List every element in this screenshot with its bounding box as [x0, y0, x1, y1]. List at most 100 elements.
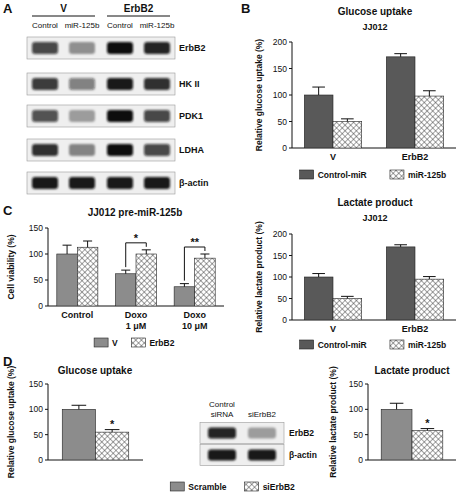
bar-chart: Lactate productRelative lactate product …	[170, 365, 456, 492]
y-tick-label: 0	[38, 301, 43, 311]
bar-chart: Glucose uptake Relative glucose uptake (%…	[6, 365, 143, 478]
y-label: Relative glucose uptake (%)	[254, 39, 264, 152]
y-tick	[365, 460, 368, 461]
row-label: PDK1	[179, 111, 203, 121]
subtitle: JJ012	[362, 213, 387, 223]
category-label: Control	[61, 310, 93, 320]
blot-band	[107, 42, 133, 54]
blot-strip	[27, 105, 175, 127]
legend: ScramblesiErbB2	[170, 482, 295, 492]
y-tick-label: 50	[278, 117, 288, 127]
blot-strip	[27, 172, 175, 194]
y-axis	[48, 384, 49, 460]
category-label: 10 μM	[182, 321, 208, 331]
y-tick-label: 150	[273, 64, 287, 74]
error-cap	[423, 90, 436, 91]
category-label: V	[330, 152, 336, 162]
y-tick-label: 50	[34, 275, 44, 285]
blot-band	[208, 428, 236, 439]
y-tick	[45, 434, 48, 435]
bar	[62, 409, 95, 460]
y-tick-label: 50	[354, 430, 364, 440]
y-tick	[289, 320, 292, 321]
group-label: V	[60, 3, 67, 14]
bar	[415, 279, 444, 320]
bar-chart: Lactate productJJ012Relative lactate pro…	[254, 197, 456, 350]
y-tick-label: 0	[358, 455, 363, 465]
blot-band	[69, 78, 95, 90]
y-tick-label: 50	[278, 294, 288, 304]
bar	[333, 122, 362, 149]
significance-bracket	[126, 243, 147, 267]
y-tick	[45, 254, 48, 255]
error-bar	[180, 284, 189, 287]
blot-band	[32, 42, 58, 54]
legend-label: Control-miR	[318, 170, 367, 180]
y-tick	[289, 298, 292, 299]
blot-band	[69, 110, 95, 122]
bar	[57, 254, 78, 306]
bar	[174, 287, 195, 306]
bar-chart: JJ012 pre-miR-125bCell viability (%)0501…	[6, 207, 224, 348]
y-tick	[365, 384, 368, 385]
blot-band	[144, 177, 170, 189]
error-bar	[394, 245, 407, 247]
legend-label: miR-125b	[408, 170, 446, 180]
error-cap	[312, 273, 325, 274]
panel-label: B	[241, 1, 250, 16]
category-label: 1 μM	[126, 321, 147, 331]
category-label: Doxo	[125, 310, 148, 320]
y-tick	[289, 68, 292, 69]
blot-band	[144, 42, 170, 54]
error-bar	[63, 245, 72, 254]
error-bar	[72, 405, 87, 409]
title: Glucose uptake	[58, 365, 133, 376]
lane-label: Control	[107, 21, 133, 30]
bar-chart: Glucose uptakeJJ012Relative glucose upta…	[254, 6, 456, 180]
error-stem	[318, 87, 319, 95]
y-tick-label: 150	[349, 379, 363, 389]
blot-strip	[27, 37, 175, 59]
blot-band	[32, 110, 58, 122]
row-label: LDHA	[179, 145, 204, 155]
bracket-leg	[125, 243, 126, 267]
y-label: Relative lactate product (%)	[328, 366, 338, 478]
legend-swatch	[131, 338, 145, 347]
legend-swatch	[390, 170, 404, 179]
error-cap	[63, 245, 72, 246]
y-label: Relative glucose uptake (%)	[6, 366, 16, 479]
blot-band	[107, 177, 133, 189]
error-bar	[421, 429, 435, 431]
y-tick-label: 50	[34, 430, 44, 440]
y-tick	[365, 434, 368, 435]
error-stem	[429, 91, 430, 96]
legend-swatch	[300, 170, 314, 179]
error-cap	[394, 244, 407, 245]
western-blot: ControlsiRNAsiErbB2ErbB2β-actin	[200, 400, 317, 466]
legend-label: V	[112, 338, 118, 348]
error-bar	[142, 250, 151, 254]
lane-label: siErbB2	[248, 410, 277, 419]
blot-strip	[200, 445, 284, 466]
bar	[412, 431, 443, 460]
error-cap	[121, 270, 130, 271]
error-bar	[312, 274, 325, 277]
lane-label: miR-125b	[65, 21, 100, 30]
error-bar	[312, 87, 325, 95]
error-cap	[83, 241, 92, 242]
error-bar	[341, 296, 354, 298]
bar	[304, 277, 333, 320]
marks	[304, 54, 443, 148]
category-label: ErbB2	[402, 152, 429, 162]
error-bar	[341, 119, 354, 122]
blot-band	[208, 450, 236, 461]
y-tick	[365, 409, 368, 410]
annotation: *	[134, 232, 139, 244]
y-tick-label: 100	[273, 90, 287, 100]
bar	[304, 95, 333, 148]
error-bar	[390, 403, 404, 409]
category-label: V	[330, 324, 336, 334]
y-tick	[289, 277, 292, 278]
y-tick-label: 0	[282, 143, 287, 153]
y-tick	[289, 95, 292, 96]
